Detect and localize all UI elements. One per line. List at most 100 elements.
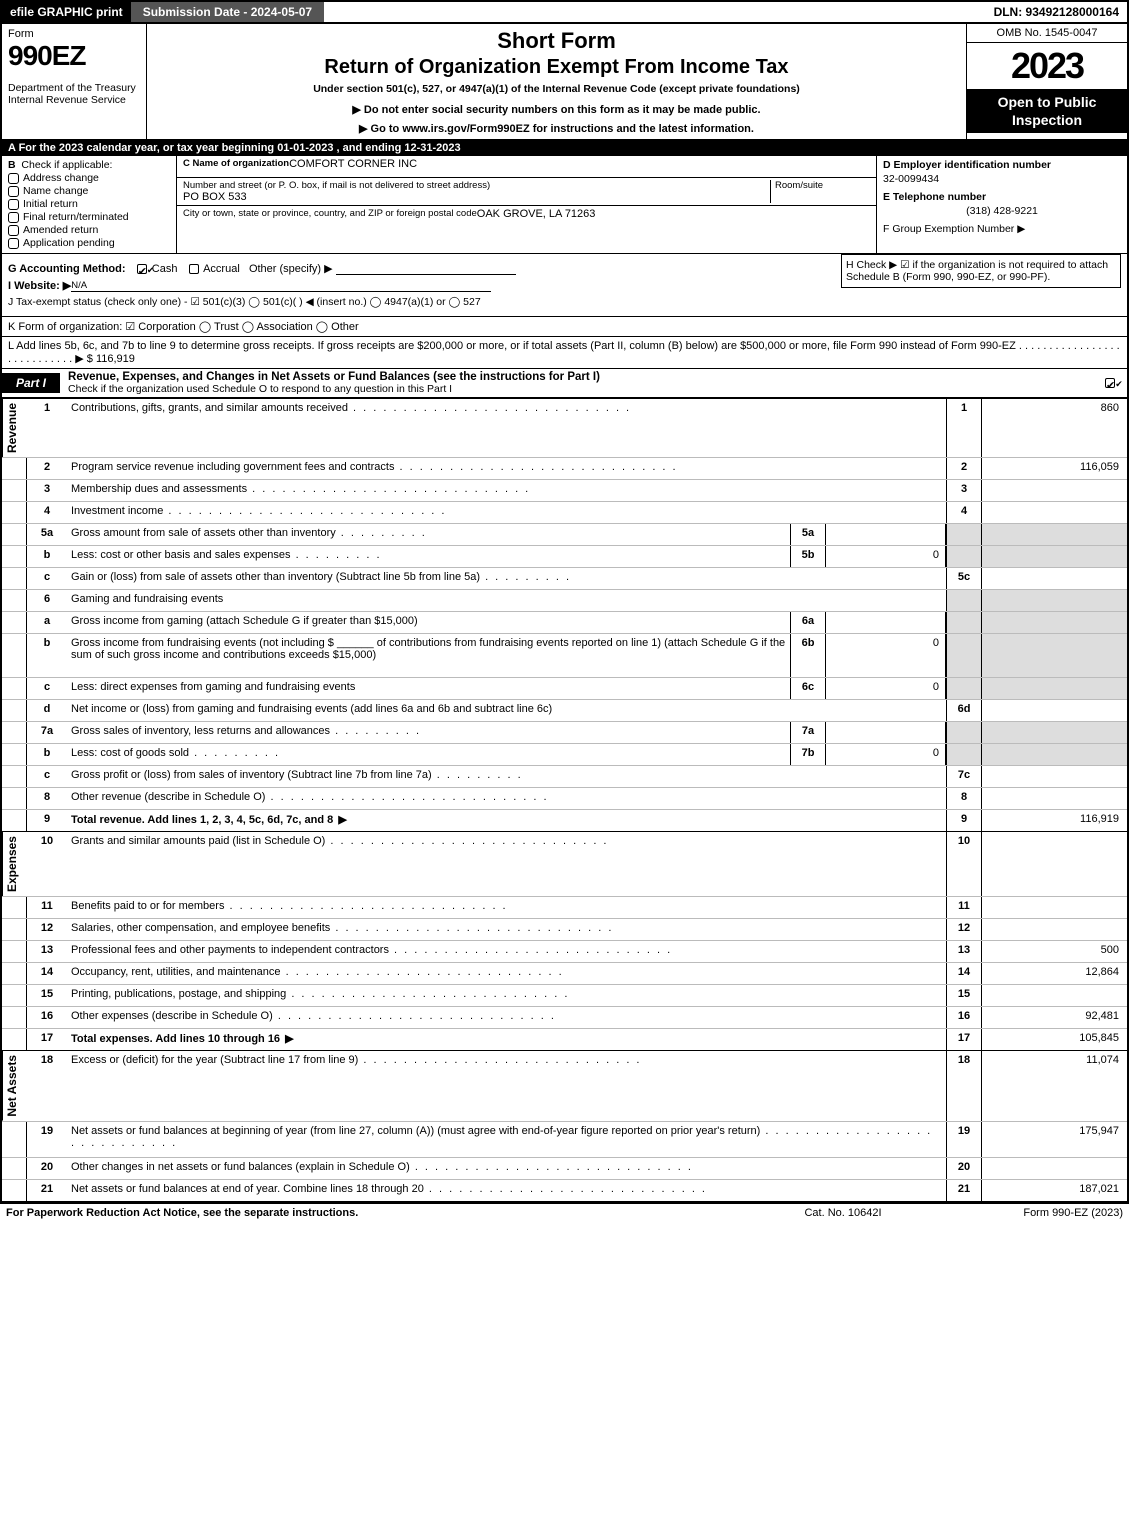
- side-expenses: Expenses: [2, 832, 27, 896]
- chk-accrual[interactable]: [189, 264, 199, 274]
- h-check-box: H Check ▶ ☑ if the organization is not r…: [841, 254, 1121, 288]
- website: N/A: [71, 280, 87, 291]
- subtitle-goto: ▶ Go to www.irs.gov/Form990EZ for instru…: [153, 122, 960, 135]
- row-16-desc: Other expenses (describe in Schedule O): [67, 1007, 946, 1028]
- row-19-val: 175,947: [982, 1122, 1127, 1157]
- tax-year: 2023: [967, 43, 1127, 89]
- row-1-desc: Contributions, gifts, grants, and simila…: [67, 399, 946, 457]
- row-1-val: 860: [982, 399, 1127, 457]
- row-6c-desc: Less: direct expenses from gaming and fu…: [67, 678, 790, 699]
- header-right: OMB No. 1545-0047 2023 Open to Public In…: [967, 24, 1127, 139]
- title-return: Return of Organization Exempt From Incom…: [153, 56, 960, 79]
- header-mid: Short Form Return of Organization Exempt…: [147, 24, 967, 139]
- topbar: efile GRAPHIC print Submission Date - 20…: [2, 2, 1127, 24]
- row-2-desc: Program service revenue including govern…: [67, 458, 946, 479]
- footer: For Paperwork Reduction Act Notice, see …: [0, 1204, 1129, 1222]
- line-l: L Add lines 5b, 6c, and 7b to line 9 to …: [2, 337, 1127, 368]
- chk-final-return[interactable]: Final return/terminated: [8, 211, 170, 223]
- row-16-val: 92,481: [982, 1007, 1127, 1028]
- d-ein-label: D Employer identification number: [883, 159, 1121, 171]
- row-21-val: 187,021: [982, 1180, 1127, 1201]
- e-phone-label: E Telephone number: [883, 191, 1121, 203]
- row-6d-desc: Net income or (loss) from gaming and fun…: [67, 700, 946, 721]
- row-7b-desc: Less: cost of goods sold: [67, 744, 790, 765]
- ein: 32-0099434: [883, 173, 1121, 185]
- chk-application-pending[interactable]: Application pending: [8, 237, 170, 249]
- row-10-desc: Grants and similar amounts paid (list in…: [67, 832, 946, 896]
- rows-table: Revenue 1Contributions, gifts, grants, a…: [2, 398, 1127, 1202]
- c-name-label: C Name of organization: [183, 158, 289, 169]
- org-name: COMFORT CORNER INC: [289, 158, 417, 175]
- row-5b-desc: Less: cost or other basis and sales expe…: [67, 546, 790, 567]
- row-5c-desc: Gain or (loss) from sale of assets other…: [67, 568, 946, 589]
- subtitle-ssn: ▶ Do not enter social security numbers o…: [153, 103, 960, 116]
- row-9-desc: Total revenue. Add lines 1, 2, 3, 4, 5c,…: [67, 810, 946, 831]
- row-21-desc: Net assets or fund balances at end of ye…: [67, 1180, 946, 1201]
- side-net-assets: Net Assets: [2, 1051, 27, 1121]
- row-13-desc: Professional fees and other payments to …: [67, 941, 946, 962]
- submission-date: Submission Date - 2024-05-07: [131, 2, 324, 22]
- row-2-val: 116,059: [982, 458, 1127, 479]
- row-12-desc: Salaries, other compensation, and employ…: [67, 919, 946, 940]
- block-ghij: H Check ▶ ☑ if the organization is not r…: [2, 254, 1127, 316]
- col-b: B Check if applicable: Address change Na…: [2, 156, 177, 253]
- omb-number: OMB No. 1545-0047: [967, 24, 1127, 43]
- row-14-desc: Occupancy, rent, utilities, and maintena…: [67, 963, 946, 984]
- row-6b-desc: Gross income from fundraising events (no…: [67, 634, 790, 677]
- line-a: A For the 2023 calendar year, or tax yea…: [2, 140, 1127, 156]
- row-4-desc: Investment income: [67, 502, 946, 523]
- c-addr-label: Number and street (or P. O. box, if mail…: [183, 180, 770, 191]
- chk-initial-return[interactable]: Initial return: [8, 198, 170, 210]
- f-group-label: F Group Exemption Number ▶: [883, 223, 1121, 235]
- row-15-desc: Printing, publications, postage, and shi…: [67, 985, 946, 1006]
- footer-cat: Cat. No. 10642I: [743, 1207, 943, 1219]
- part-i-label: Part I: [2, 373, 60, 393]
- block-bcdef: B Check if applicable: Address change Na…: [2, 156, 1127, 254]
- row-18-val: 11,074: [982, 1051, 1127, 1121]
- row-14-val: 12,864: [982, 963, 1127, 984]
- row-18-desc: Excess or (deficit) for the year (Subtra…: [67, 1051, 946, 1121]
- footer-paperwork: For Paperwork Reduction Act Notice, see …: [6, 1207, 743, 1219]
- row-6-desc: Gaming and fundraising events: [67, 590, 946, 611]
- phone: (318) 428-9221: [883, 205, 1121, 217]
- form-990ez: efile GRAPHIC print Submission Date - 20…: [0, 0, 1129, 1204]
- row-3-desc: Membership dues and assessments: [67, 480, 946, 501]
- side-revenue: Revenue: [2, 399, 27, 457]
- form-number: 990EZ: [8, 40, 140, 72]
- header-left: Form 990EZ Department of the Treasury In…: [2, 24, 147, 139]
- room-label: Room/suite: [775, 180, 870, 191]
- part-i-title: Revenue, Expenses, and Changes in Net As…: [60, 369, 1103, 397]
- part-i-header: Part I Revenue, Expenses, and Changes in…: [2, 368, 1127, 398]
- org-city: OAK GROVE, LA 71263: [477, 208, 596, 226]
- row-17-desc: Total expenses. Add lines 10 through 16: [67, 1029, 946, 1050]
- row-5a-desc: Gross amount from sale of assets other t…: [67, 524, 790, 545]
- chk-cash[interactable]: ✔: [137, 264, 147, 274]
- chk-amended-return[interactable]: Amended return: [8, 224, 170, 236]
- efile-print: efile GRAPHIC print: [2, 2, 131, 22]
- row-7a-desc: Gross sales of inventory, less returns a…: [67, 722, 790, 743]
- dln: DLN: 93492128000164: [986, 2, 1127, 22]
- line-j: J Tax-exempt status (check only one) - ☑…: [8, 296, 1121, 308]
- row-20-desc: Other changes in net assets or fund bala…: [67, 1158, 946, 1179]
- org-address: PO BOX 533: [183, 191, 770, 203]
- row-11-desc: Benefits paid to or for members: [67, 897, 946, 918]
- chk-name-change[interactable]: Name change: [8, 185, 170, 197]
- row-8-desc: Other revenue (describe in Schedule O): [67, 788, 946, 809]
- col-def: D Employer identification number 32-0099…: [877, 156, 1127, 253]
- row-6a-desc: Gross income from gaming (attach Schedul…: [67, 612, 790, 633]
- line-k: K Form of organization: ☑ Corporation ◯ …: [2, 316, 1127, 337]
- department: Department of the Treasury Internal Reve…: [8, 82, 140, 106]
- open-to-public: Open to Public Inspection: [967, 89, 1127, 133]
- subtitle-section: Under section 501(c), 527, or 4947(a)(1)…: [153, 83, 960, 95]
- row-13-val: 500: [982, 941, 1127, 962]
- part-i-checkbox[interactable]: ✔: [1103, 377, 1127, 389]
- c-city-label: City or town, state or province, country…: [183, 208, 477, 226]
- chk-address-change[interactable]: Address change: [8, 172, 170, 184]
- form-word: Form: [8, 28, 140, 40]
- footer-form: Form 990-EZ (2023): [943, 1207, 1123, 1219]
- row-19-desc: Net assets or fund balances at beginning…: [67, 1122, 946, 1157]
- col-c: C Name of organization COMFORT CORNER IN…: [177, 156, 877, 253]
- title-short-form: Short Form: [153, 28, 960, 54]
- header: Form 990EZ Department of the Treasury In…: [2, 24, 1127, 140]
- row-17-val: 105,845: [982, 1029, 1127, 1050]
